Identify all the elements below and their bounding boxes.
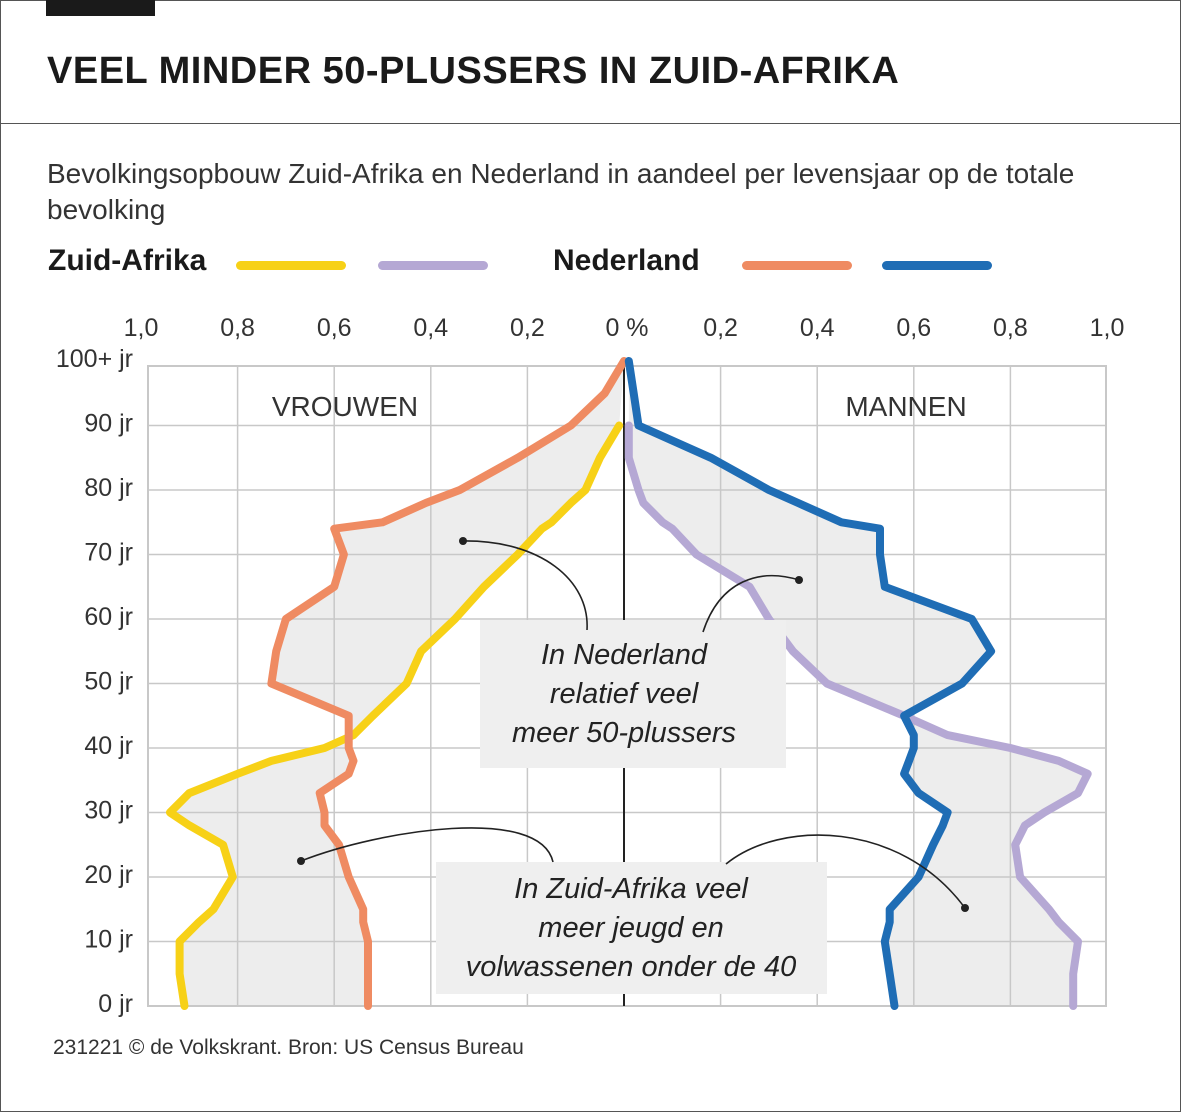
legend-label-nederland: Nederland [553,244,700,277]
annotation-dot [795,576,803,584]
x-tick-center: 0 % [605,314,648,342]
y-tick: 70 jr [84,539,133,567]
series-lines [166,357,1092,1010]
x-tick-left: 0,4 [413,314,448,342]
axis-tick-labels: 1,0 0,8 0,6 0,4 0,2 0 % 0,2 0,4 0,6 0,8 1,0 0 jr 10 … [56,314,1125,1018]
annotation-za-line: meer jeugd en [538,912,723,944]
line-zuid-afrika-women [166,421,624,1010]
annotation-nl-line: meer 50-plussers [512,717,736,749]
y-tick: 10 jr [84,926,133,954]
x-tick-left: 0,6 [317,314,352,342]
annotation-dot [459,537,467,545]
x-tick-left: 0,2 [510,314,545,342]
annotations: In Nederland relatief veel meer 50-plusser… [297,537,969,994]
annotation-dot [297,857,305,865]
y-tick: 80 jr [84,474,133,502]
annotation-leader [725,834,966,909]
x-tick-right: 0,4 [800,314,835,342]
y-tick: 30 jr [84,797,133,825]
y-tick: 0 jr [98,990,133,1018]
label-mannen: MANNEN [845,391,966,422]
legend-swatch-za-men [378,261,488,270]
line-zuid-afrika-men [624,421,1092,1010]
x-tick-right: 0,8 [993,314,1028,342]
x-tick-left: 0,8 [220,314,255,342]
annotation-za-line: volwassenen onder de 40 [466,951,797,983]
x-tick-right: 0,2 [703,314,738,342]
annotation-leader [702,574,800,633]
source-credit: 231221 © de Volkskrant. Bron: US Census … [53,1036,524,1059]
annotation-za-line: In Zuid-Afrika veel [514,873,749,905]
annotation-dot [961,904,969,912]
annotation-leader [462,540,588,631]
legend-swatch-za-women [236,261,346,270]
chart-subtitle: Bevolkingsopbouw Zuid-Afrika en Nederlan… [47,158,1075,225]
gridlines [147,365,1107,1007]
annotation-box-nl [480,620,786,768]
y-tick: 20 jr [84,861,133,889]
x-tick-right: 1,0 [1090,314,1125,342]
x-tick-left: 1,0 [124,314,159,342]
legend-swatch-nl-women [742,261,852,270]
annotation-leader [300,827,554,863]
header-accent-bar [46,0,155,16]
annotation-nl-line: relatief veel [550,678,700,710]
y-tick: 60 jr [84,603,133,631]
legend-swatch-nl-men [882,261,992,270]
page-title: VEEL MINDER 50-PLUSSERS IN ZUID-AFRIKA [47,50,900,92]
line-nederland-men [624,357,996,1010]
annotation-nl-line: In Nederland [541,639,708,671]
population-pyramid-chart: 1,0 0,8 0,6 0,4 0,2 0 % 0,2 0,4 0,6 0,8 1,0 0 jr 10 … [56,314,1125,1018]
y-tick: 90 jr [84,410,133,438]
line-nederland-women [267,357,628,1010]
title-divider [0,123,1181,124]
y-tick: 50 jr [84,668,133,696]
annotation-box-za [436,862,827,994]
y-tick: 100+ jr [56,345,133,373]
label-vrouwen: VROUWEN [272,391,418,422]
legend-label-zuid-afrika: Zuid-Afrika [48,244,207,277]
y-tick: 40 jr [84,732,133,760]
x-tick-right: 0,6 [896,314,931,342]
